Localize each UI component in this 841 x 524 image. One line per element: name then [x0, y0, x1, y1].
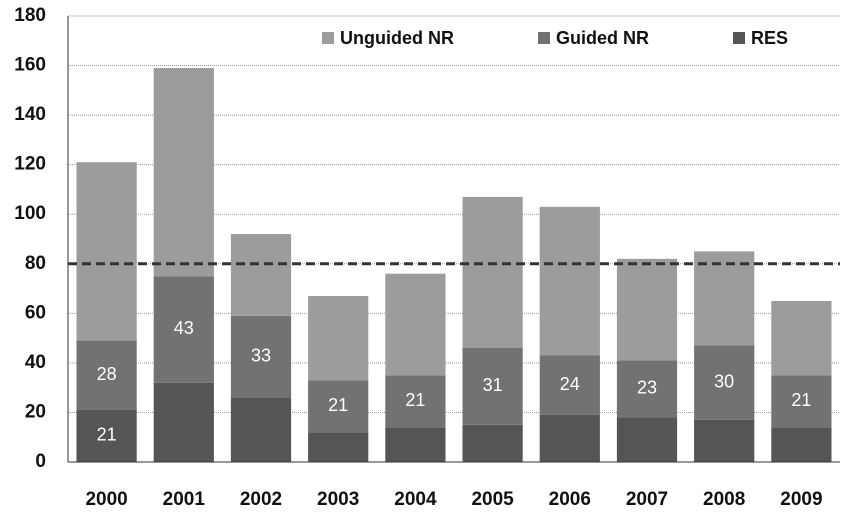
bar-segment — [694, 251, 755, 346]
y-tick-label: 140 — [14, 104, 46, 125]
bar-segment — [153, 276, 214, 383]
bar-segment — [230, 397, 292, 462]
bar-segment — [308, 295, 369, 381]
bar-segment — [76, 340, 137, 410]
bar-segment — [153, 382, 214, 462]
bar-segment — [771, 375, 832, 428]
y-tick-label: 160 — [14, 55, 46, 76]
bar-segment — [616, 417, 678, 462]
y-tick-label: 100 — [14, 203, 46, 224]
y-tick-label: 60 — [25, 302, 46, 323]
y-tick-label: 0 — [35, 451, 46, 472]
bar-segment — [76, 162, 137, 341]
legend-label: Guided NR — [556, 28, 649, 48]
x-tick-label: 2000 — [85, 489, 127, 510]
x-tick-label: 2008 — [703, 489, 745, 510]
y-tick-label: 40 — [25, 352, 46, 373]
data-label: 23 — [637, 378, 657, 398]
bar-segment — [385, 427, 446, 462]
x-tick-label: 2005 — [471, 489, 514, 510]
bar-segment — [694, 345, 755, 420]
data-label: 28 — [97, 364, 117, 384]
bar-segment — [76, 409, 137, 462]
data-label: 30 — [714, 371, 734, 391]
bar-segment — [230, 234, 292, 316]
data-label: 31 — [483, 375, 503, 395]
bar-segment — [539, 414, 600, 462]
x-tick-label: 2001 — [163, 489, 206, 510]
x-tick-label: 2006 — [549, 489, 591, 510]
data-label: 43 — [174, 318, 194, 338]
x-tick-label: 2003 — [317, 489, 359, 510]
y-tick-label: 20 — [25, 401, 46, 422]
bar-segment — [153, 68, 214, 277]
bar-segment — [539, 355, 600, 415]
legend-swatch — [538, 32, 550, 44]
bar-segment — [771, 300, 832, 376]
bar-segment — [308, 432, 369, 462]
x-tick-label: 2009 — [780, 489, 822, 510]
bar-segment — [616, 360, 678, 418]
y-tick-label: 180 — [14, 5, 46, 26]
legend-swatch — [733, 32, 745, 44]
bar-segment — [308, 380, 369, 433]
legend-label: Unguided NR — [340, 28, 454, 48]
bar-segment — [462, 348, 523, 425]
data-label: 24 — [560, 374, 580, 394]
data-label: 21 — [791, 390, 811, 410]
x-tick-label: 2004 — [394, 489, 437, 510]
bar-segment — [694, 419, 755, 462]
data-label: 33 — [251, 345, 271, 365]
legend-label: RES — [751, 28, 788, 48]
bar-segment — [385, 375, 446, 428]
bar-segment — [230, 315, 292, 398]
data-label: 21 — [405, 390, 425, 410]
x-tick-label: 2007 — [626, 489, 668, 510]
bar-segment — [462, 196, 523, 349]
y-tick-label: 80 — [25, 253, 46, 274]
data-label: 21 — [97, 425, 117, 445]
bar-segment — [385, 273, 446, 376]
bar-segment — [539, 206, 600, 356]
legend-swatch — [322, 32, 334, 44]
x-tick-label: 2002 — [240, 489, 282, 510]
bar-segment — [771, 427, 832, 462]
data-label: 21 — [328, 395, 348, 415]
y-tick-label: 120 — [14, 154, 46, 175]
bar-segment — [616, 258, 678, 361]
bar-segment — [462, 424, 523, 462]
